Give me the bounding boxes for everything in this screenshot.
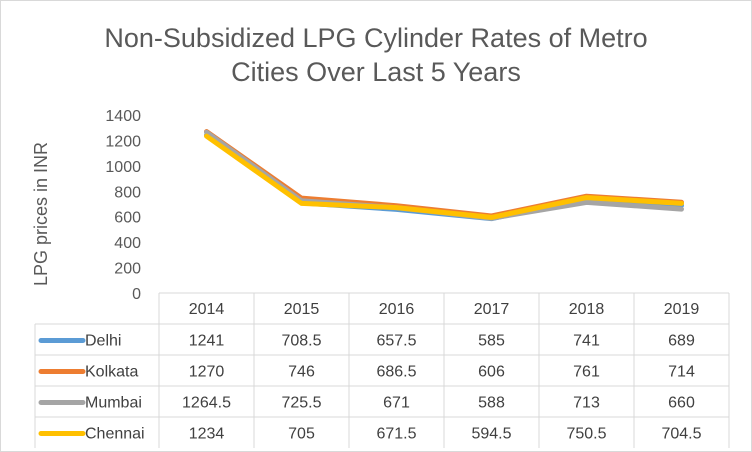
- data-table-cell: 594.5: [471, 426, 511, 443]
- y-tick-label: 0: [132, 286, 141, 303]
- y-tick-label: 600: [114, 210, 141, 227]
- data-table-cell: 1241: [189, 333, 225, 350]
- data-table-cell: 660: [668, 395, 695, 412]
- y-tick-label: 400: [114, 235, 141, 252]
- data-table-cell: 708.5: [281, 333, 321, 350]
- chart-title-line-2: Cities Over Last 5 Years: [231, 57, 521, 87]
- y-tick-label: 200: [114, 261, 141, 278]
- legend-label-mumbai: Mumbai: [85, 395, 142, 412]
- data-table-cell: 686.5: [376, 364, 416, 381]
- data-table-cell: 725.5: [281, 395, 321, 412]
- data-table-cell: 585: [478, 333, 505, 350]
- data-table-cell: 657.5: [376, 333, 416, 350]
- data-table-cell: 750.5: [566, 426, 606, 443]
- data-table-cell: 761: [573, 364, 600, 381]
- category-label: 2019: [664, 301, 700, 318]
- category-label: 2016: [379, 301, 415, 318]
- chart-title: Non-Subsidized LPG Cylinder Rates of Met…: [1, 21, 751, 89]
- data-table-cell: 606: [478, 364, 505, 381]
- y-tick-label: 1200: [105, 133, 141, 150]
- data-table-cell: 1234: [189, 426, 225, 443]
- legend-label-kolkata: Kolkata: [85, 364, 138, 381]
- data-table-cell: 1264.5: [182, 395, 231, 412]
- category-label: 2014: [189, 301, 225, 318]
- category-label: 2017: [474, 301, 510, 318]
- series-line-mumbai: [204, 129, 684, 221]
- y-tick-label: 800: [114, 184, 141, 201]
- data-table-cell: 741: [573, 333, 600, 350]
- legend-label-delhi: Delhi: [85, 333, 121, 350]
- data-table-cell: 705: [288, 426, 315, 443]
- category-label: 2015: [284, 301, 320, 318]
- legend-label-chennai: Chennai: [85, 426, 145, 443]
- data-table-cell: 746: [288, 364, 315, 381]
- data-table-cell: 713: [573, 395, 600, 412]
- chart-title-line-1: Non-Subsidized LPG Cylinder Rates of Met…: [104, 23, 648, 53]
- category-label: 2018: [569, 301, 605, 318]
- data-table-cell: 689: [668, 333, 695, 350]
- data-table-cell: 704.5: [661, 426, 701, 443]
- series-line-chennai: [204, 133, 684, 220]
- data-table-cell: 588: [478, 395, 505, 412]
- y-tick-label: 1400: [105, 108, 141, 125]
- y-tick-label: 1000: [105, 159, 141, 176]
- data-table-cell: 714: [668, 364, 695, 381]
- y-axis-label: LPG prices in INR: [31, 142, 51, 286]
- data-table-cell: 671.5: [376, 426, 416, 443]
- data-table-cell: 1270: [189, 364, 225, 381]
- data-table-cell: 671: [383, 395, 410, 412]
